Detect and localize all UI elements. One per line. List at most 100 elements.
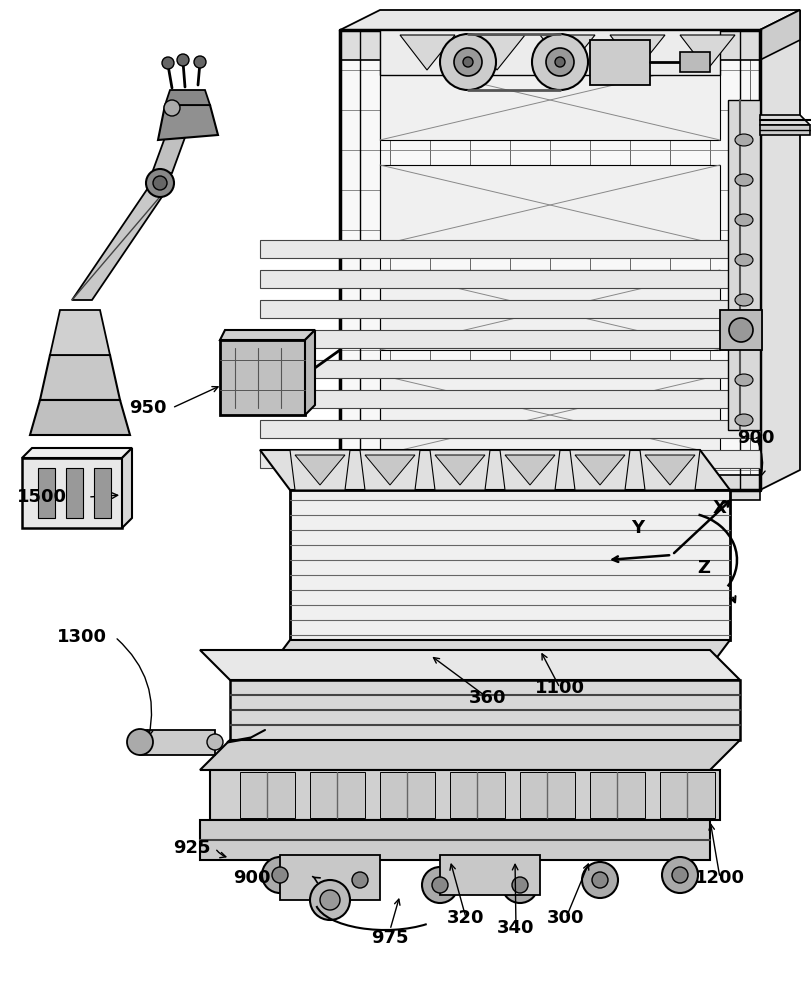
Polygon shape: [340, 10, 799, 30]
Text: 900: 900: [233, 869, 270, 887]
Text: 1200: 1200: [694, 869, 744, 887]
Polygon shape: [38, 468, 55, 518]
Polygon shape: [380, 270, 719, 350]
Circle shape: [152, 176, 167, 190]
Circle shape: [422, 867, 457, 903]
Circle shape: [531, 34, 587, 90]
Polygon shape: [569, 450, 629, 490]
Polygon shape: [220, 330, 315, 340]
Circle shape: [554, 57, 564, 67]
Circle shape: [462, 57, 473, 67]
Polygon shape: [260, 330, 759, 348]
Polygon shape: [365, 455, 414, 485]
Polygon shape: [679, 52, 709, 72]
Polygon shape: [260, 640, 729, 680]
Polygon shape: [50, 310, 109, 355]
Circle shape: [351, 872, 367, 888]
Polygon shape: [122, 448, 132, 528]
Circle shape: [440, 34, 496, 90]
Text: X: X: [712, 499, 726, 517]
Polygon shape: [280, 855, 380, 900]
Polygon shape: [340, 30, 759, 60]
Circle shape: [545, 48, 573, 76]
Polygon shape: [22, 448, 132, 458]
Polygon shape: [380, 165, 719, 245]
Text: 925: 925: [173, 839, 211, 857]
Polygon shape: [310, 772, 365, 818]
Ellipse shape: [734, 254, 752, 266]
Polygon shape: [200, 740, 739, 770]
Polygon shape: [260, 450, 729, 490]
Polygon shape: [679, 35, 734, 70]
Polygon shape: [22, 458, 122, 528]
Circle shape: [162, 57, 174, 69]
Polygon shape: [260, 420, 759, 438]
Polygon shape: [500, 450, 560, 490]
Polygon shape: [72, 185, 169, 300]
Text: 975: 975: [371, 929, 408, 947]
Polygon shape: [158, 105, 217, 140]
Circle shape: [431, 877, 448, 893]
Text: 1500: 1500: [17, 488, 67, 506]
Polygon shape: [240, 772, 294, 818]
Polygon shape: [200, 650, 739, 680]
Polygon shape: [639, 450, 699, 490]
Circle shape: [501, 867, 538, 903]
Polygon shape: [380, 772, 435, 818]
Circle shape: [672, 867, 687, 883]
Ellipse shape: [734, 334, 752, 346]
Polygon shape: [659, 772, 714, 818]
Polygon shape: [380, 60, 719, 140]
Circle shape: [127, 729, 152, 755]
Polygon shape: [470, 35, 525, 70]
Polygon shape: [504, 455, 554, 485]
Circle shape: [194, 56, 206, 68]
Ellipse shape: [734, 214, 752, 226]
Polygon shape: [260, 360, 759, 378]
Circle shape: [591, 872, 607, 888]
Text: Z: Z: [697, 559, 710, 577]
Polygon shape: [290, 450, 350, 490]
Polygon shape: [590, 772, 644, 818]
Polygon shape: [759, 10, 799, 60]
Text: 320: 320: [447, 909, 484, 927]
Polygon shape: [260, 270, 759, 288]
Polygon shape: [644, 455, 694, 485]
Polygon shape: [727, 100, 759, 430]
Polygon shape: [66, 468, 83, 518]
Polygon shape: [260, 240, 759, 258]
Circle shape: [310, 880, 350, 920]
Polygon shape: [260, 450, 759, 468]
Circle shape: [453, 48, 482, 76]
Polygon shape: [590, 40, 649, 85]
Polygon shape: [139, 730, 215, 755]
Polygon shape: [210, 770, 719, 820]
Polygon shape: [519, 772, 574, 818]
Polygon shape: [759, 125, 809, 135]
Ellipse shape: [734, 374, 752, 386]
Polygon shape: [380, 30, 719, 75]
Text: 900: 900: [736, 429, 774, 447]
Polygon shape: [340, 475, 759, 500]
Polygon shape: [260, 300, 759, 318]
Polygon shape: [30, 400, 130, 435]
Circle shape: [661, 857, 697, 893]
Circle shape: [262, 857, 298, 893]
Text: 300: 300: [547, 909, 584, 927]
Polygon shape: [220, 340, 305, 415]
Polygon shape: [759, 115, 809, 125]
Polygon shape: [759, 10, 799, 490]
Polygon shape: [430, 450, 489, 490]
Polygon shape: [165, 90, 210, 105]
Circle shape: [146, 169, 174, 197]
Text: 950: 950: [129, 399, 166, 417]
Circle shape: [341, 862, 378, 898]
Polygon shape: [359, 450, 419, 490]
Polygon shape: [294, 455, 345, 485]
Circle shape: [207, 734, 223, 750]
Circle shape: [581, 862, 617, 898]
Polygon shape: [305, 330, 315, 415]
Polygon shape: [449, 772, 504, 818]
Polygon shape: [260, 390, 759, 408]
Polygon shape: [340, 30, 759, 490]
